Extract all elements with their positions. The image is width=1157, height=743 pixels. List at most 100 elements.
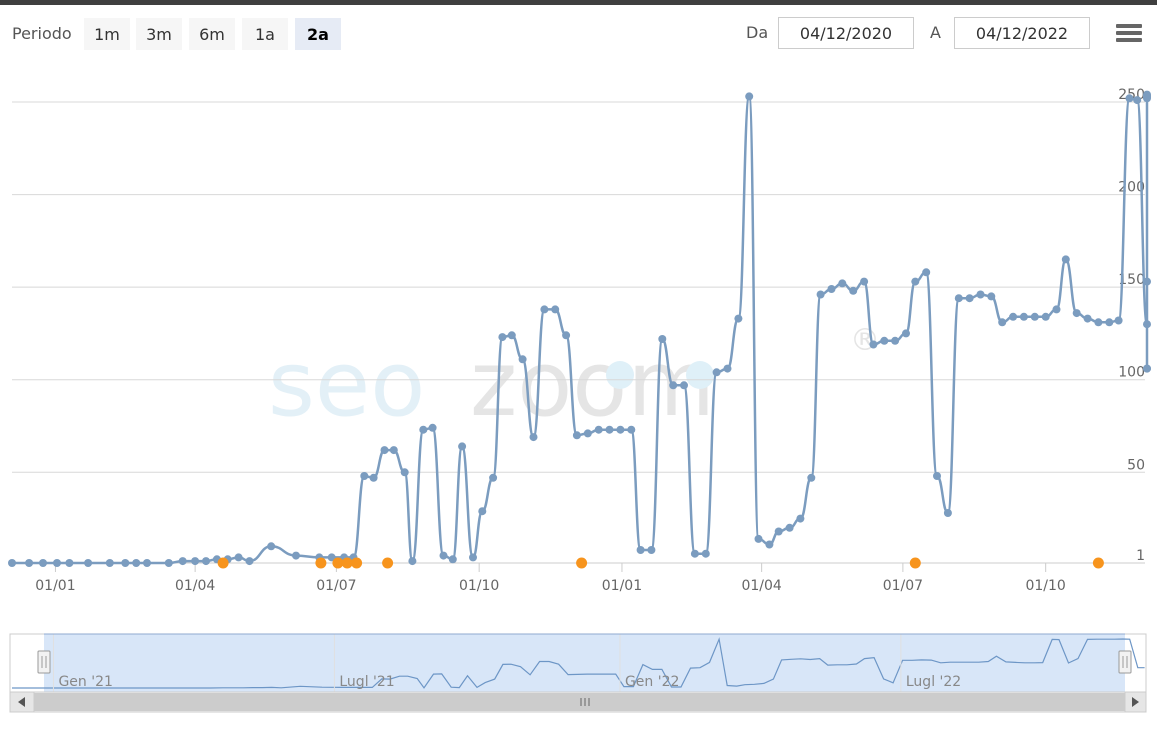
data-point[interactable] <box>53 559 61 567</box>
event-marker[interactable] <box>217 557 229 569</box>
data-point[interactable] <box>998 318 1007 327</box>
navigator[interactable]: Gen '21 Lugl '21 Gen '22 Lugl '22 <box>9 633 1147 693</box>
navigator-selection[interactable] <box>44 634 1125 692</box>
data-point[interactable] <box>816 290 825 299</box>
data-point[interactable] <box>712 368 721 377</box>
data-point[interactable] <box>178 557 187 566</box>
data-point[interactable] <box>1072 309 1081 318</box>
data-point[interactable] <box>458 442 467 451</box>
data-point[interactable] <box>507 331 516 340</box>
data-point[interactable] <box>616 425 625 434</box>
data-point[interactable] <box>132 559 141 567</box>
data-point[interactable] <box>1105 318 1114 327</box>
event-marker[interactable] <box>1092 557 1104 569</box>
data-point[interactable] <box>25 559 34 567</box>
data-point[interactable] <box>245 557 254 566</box>
data-point[interactable] <box>572 431 581 440</box>
data-point[interactable] <box>121 559 130 567</box>
data-point[interactable] <box>1143 364 1151 373</box>
event-marker[interactable] <box>351 557 363 569</box>
to-date-input[interactable] <box>954 17 1090 49</box>
data-point[interactable] <box>540 305 549 314</box>
data-point[interactable] <box>954 294 963 303</box>
hamburger-menu-icon[interactable] <box>1116 24 1142 46</box>
data-point[interactable] <box>478 507 487 516</box>
data-point[interactable] <box>976 290 985 299</box>
data-point[interactable] <box>1125 94 1134 103</box>
data-point[interactable] <box>380 446 389 455</box>
data-point[interactable] <box>498 333 507 342</box>
data-point[interactable] <box>827 285 836 293</box>
data-point[interactable] <box>658 335 667 343</box>
data-point[interactable] <box>583 429 592 438</box>
data-point[interactable] <box>1114 316 1123 325</box>
data-point[interactable] <box>1009 312 1018 321</box>
data-point[interactable] <box>987 292 996 301</box>
data-point[interactable] <box>8 559 16 567</box>
data-point[interactable] <box>902 329 910 338</box>
data-point[interactable] <box>1133 96 1142 105</box>
data-point[interactable] <box>428 423 437 432</box>
data-point[interactable] <box>933 472 941 480</box>
data-point[interactable] <box>1030 312 1039 321</box>
data-point[interactable] <box>1143 320 1151 329</box>
data-point[interactable] <box>39 559 47 567</box>
data-point[interactable] <box>389 446 398 455</box>
data-point[interactable] <box>680 381 688 390</box>
data-point[interactable] <box>408 557 417 566</box>
event-marker[interactable] <box>382 557 394 569</box>
data-point[interactable] <box>551 305 560 314</box>
data-point[interactable] <box>796 514 805 523</box>
data-point[interactable] <box>807 473 816 482</box>
data-point[interactable] <box>143 559 151 567</box>
data-point[interactable] <box>734 314 743 323</box>
data-point[interactable] <box>164 559 173 567</box>
data-point[interactable] <box>292 551 300 560</box>
data-point[interactable] <box>701 549 710 558</box>
data-point[interactable] <box>774 527 783 536</box>
data-point[interactable] <box>880 336 889 345</box>
event-marker[interactable] <box>341 557 353 569</box>
data-point[interactable] <box>690 549 699 558</box>
data-point[interactable] <box>562 331 571 340</box>
range-button-6m[interactable]: 6m <box>189 18 235 50</box>
from-date-input[interactable] <box>778 17 914 49</box>
event-marker[interactable] <box>576 557 588 569</box>
data-point[interactable] <box>594 425 603 434</box>
range-button-1m[interactable]: 1m <box>84 18 130 50</box>
data-point[interactable] <box>765 540 774 549</box>
data-point[interactable] <box>922 268 931 277</box>
data-point[interactable] <box>627 425 636 434</box>
data-point[interactable] <box>65 559 74 567</box>
data-point[interactable] <box>891 336 900 345</box>
data-point[interactable] <box>439 551 448 560</box>
range-button-2a[interactable]: 2a <box>295 18 341 50</box>
data-point[interactable] <box>191 557 200 566</box>
scrollbar-thumb[interactable] <box>34 693 1125 711</box>
data-point[interactable] <box>869 340 878 349</box>
data-point[interactable] <box>605 425 614 434</box>
data-point[interactable] <box>529 433 538 442</box>
data-point[interactable] <box>723 364 732 373</box>
data-point[interactable] <box>267 542 276 551</box>
range-button-1a[interactable]: 1a <box>242 18 288 50</box>
data-point[interactable] <box>105 559 114 567</box>
event-marker[interactable] <box>909 557 921 569</box>
data-point[interactable] <box>400 468 409 477</box>
data-point[interactable] <box>911 277 920 286</box>
data-point[interactable] <box>745 92 754 101</box>
data-point[interactable] <box>360 472 369 480</box>
data-point[interactable] <box>1052 305 1061 314</box>
data-point[interactable] <box>518 355 527 364</box>
data-point[interactable] <box>234 553 243 562</box>
data-point[interactable] <box>1143 92 1151 101</box>
range-button-3m[interactable]: 3m <box>136 18 182 50</box>
data-point[interactable] <box>754 534 763 543</box>
event-marker[interactable] <box>332 557 344 569</box>
data-point[interactable] <box>669 381 678 390</box>
data-point[interactable] <box>1094 318 1103 327</box>
data-point[interactable] <box>636 546 645 554</box>
data-point[interactable] <box>849 286 858 295</box>
data-point[interactable] <box>1083 314 1092 323</box>
data-point[interactable] <box>965 294 974 303</box>
